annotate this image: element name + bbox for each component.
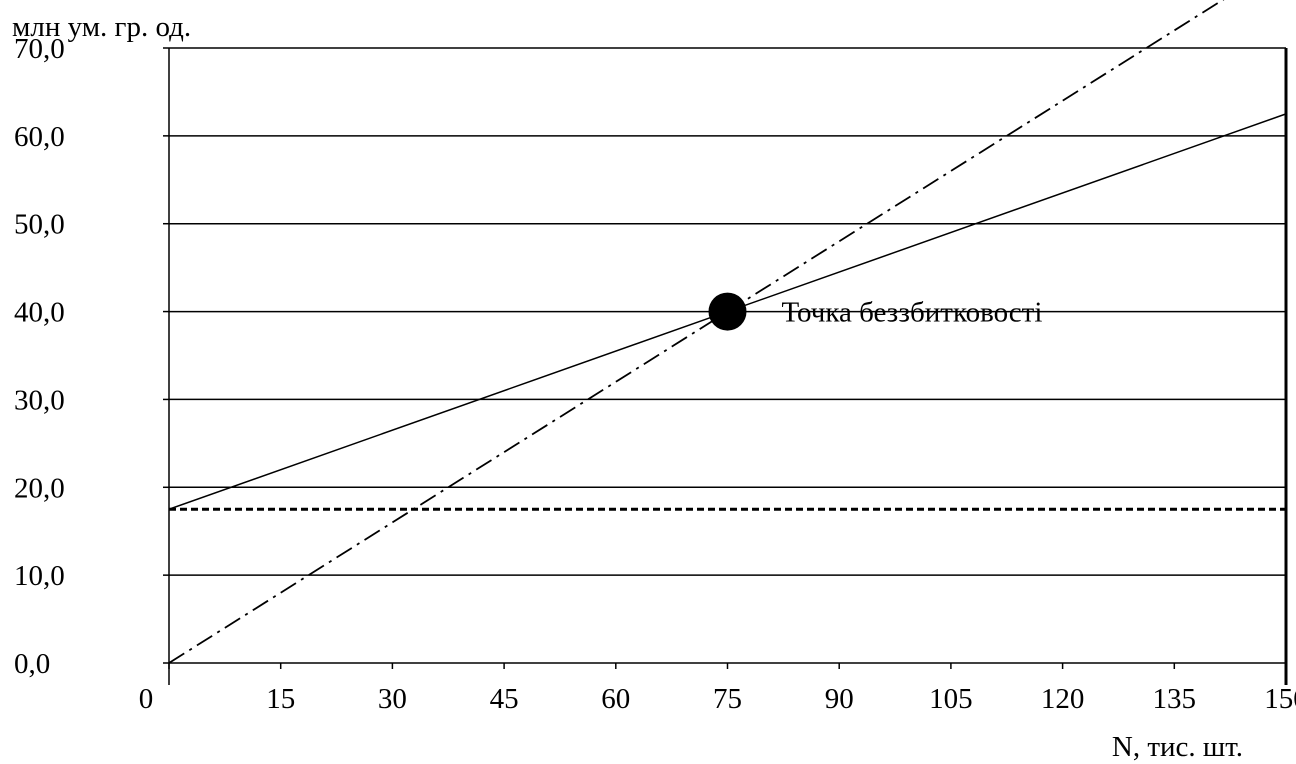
x-tick-label: 75 (713, 683, 742, 715)
y-tick-label: 30,0 (14, 384, 65, 416)
axes (168, 48, 1288, 685)
break-even-point-label: Точка беззбитковості (782, 297, 1043, 329)
x-tick-label: 150 (1264, 683, 1296, 715)
y-tick-label: 60,0 (14, 121, 65, 153)
x-tick-label: 0 (139, 683, 154, 715)
y-tick-label: 50,0 (14, 209, 65, 241)
x-tick-label: 105 (929, 683, 973, 715)
grid (169, 47, 1286, 576)
y-axis-title: млн ум. гр. од. (12, 11, 191, 43)
x-axis-title: N, тис. шт. (1112, 731, 1243, 763)
y-tick-label: 10,0 (14, 560, 65, 592)
y-tick-label: 0,0 (14, 648, 50, 680)
x-tick-label: 30 (378, 683, 407, 715)
x-tick-label: 135 (1153, 683, 1197, 715)
series-group: Точка беззбитковості (168, 0, 1287, 664)
series-line-dashdot (168, 0, 1225, 664)
y-tick-label: 70,0 (14, 33, 65, 65)
x-tick-label: 120 (1041, 683, 1085, 715)
y-tick-label: 40,0 (14, 297, 65, 329)
tick-labels: 0,0 10,0 20,0 30,0 40,0 50,0 60,0 70,0 0 15 30 45 60… (14, 33, 1296, 715)
x-tick-label: 15 (266, 683, 295, 715)
y-tick-label: 20,0 (14, 472, 65, 504)
break-even-point-marker (708, 292, 747, 331)
x-tick-label: 45 (490, 683, 519, 715)
x-tick-label: 90 (825, 683, 854, 715)
x-tick-label: 60 (601, 683, 630, 715)
